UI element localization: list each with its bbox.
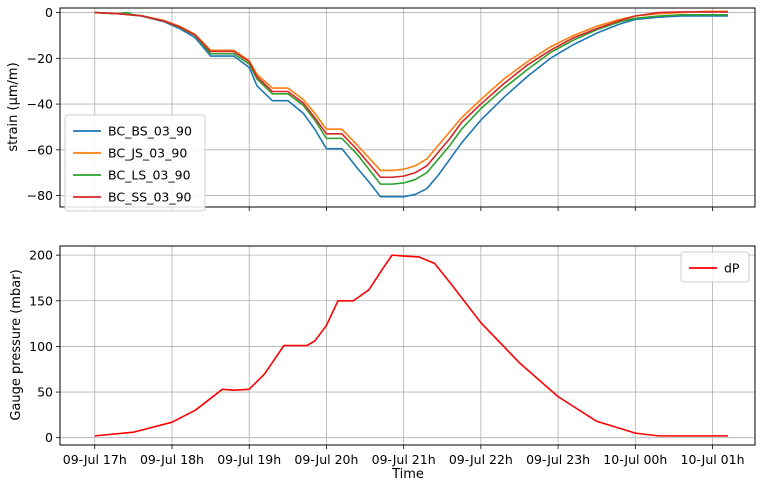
x-tick-label: 09-Jul 19h <box>217 452 281 467</box>
legend-label: BC_BS_03_90 <box>108 124 192 139</box>
top-legend: BC_BS_03_90 BC_JS_03_90 BC_LS_03_90 BC_SS_0… <box>64 114 206 212</box>
y-tick-label: 150 <box>29 293 53 308</box>
bottom-legend: dP <box>680 251 750 283</box>
series-line-dp <box>94 254 728 437</box>
legend-box <box>680 251 750 283</box>
top-series-group <box>94 10 728 198</box>
legend-box <box>64 114 206 212</box>
y-tick-label: 200 <box>29 248 53 263</box>
bottom-chart: 09-Jul 17h 09-Jul 18h 09-Jul 19h 09-Jul 20h… <box>9 245 756 482</box>
y-tick-label: −40 <box>27 97 53 112</box>
bottom-y-axis-label: Gauge pressure (mbar) <box>9 269 24 420</box>
bottom-ticks: 09-Jul 17h 09-Jul 18h 09-Jul 19h 09-Jul 20h… <box>29 248 744 467</box>
y-tick-label: −80 <box>27 188 53 203</box>
y-tick-label: −20 <box>27 51 53 66</box>
y-tick-label: 100 <box>29 339 53 354</box>
legend-label: BC_JS_03_90 <box>108 146 187 161</box>
x-tick-label: 10-Jul 00h <box>603 452 667 467</box>
legend-label: BC_LS_03_90 <box>108 168 191 183</box>
top-chart: 0−20−40−60−80 strain (μm/m) BC_BS_03_90B… <box>6 5 756 212</box>
x-tick-label: 09-Jul 18h <box>140 452 204 467</box>
legend-label: BC_SS_03_90 <box>108 190 192 205</box>
x-tick-label: 09-Jul 17h <box>63 452 127 467</box>
x-tick-label: 09-Jul 21h <box>372 452 436 467</box>
y-tick-label: −60 <box>27 142 53 157</box>
y-tick-label: 0 <box>45 5 53 20</box>
y-tick-label: 50 <box>37 385 53 400</box>
x-tick-label: 09-Jul 22h <box>449 452 513 467</box>
bottom-series-group <box>94 254 728 437</box>
top-axes-frame <box>59 7 756 208</box>
x-axis-label: Time <box>391 467 424 482</box>
series-line-bc-js-03-90 <box>94 10 728 172</box>
x-tick-label: 09-Jul 20h <box>294 452 358 467</box>
bottom-axes-frame <box>59 245 756 446</box>
series-line-bc-bs-03-90 <box>94 11 728 198</box>
legend-label: dP <box>724 261 740 276</box>
top-y-axis-label: strain (μm/m) <box>6 62 21 151</box>
top-ticks: 0 −20 −40 −60 −80 <box>27 5 713 211</box>
x-tick-label: 10-Jul 01h <box>681 452 745 467</box>
bottom-grid <box>60 246 755 445</box>
series-line-bc-ss-03-90 <box>94 11 728 179</box>
x-tick-label: 09-Jul 23h <box>526 452 590 467</box>
y-tick-label: 0 <box>45 430 53 445</box>
